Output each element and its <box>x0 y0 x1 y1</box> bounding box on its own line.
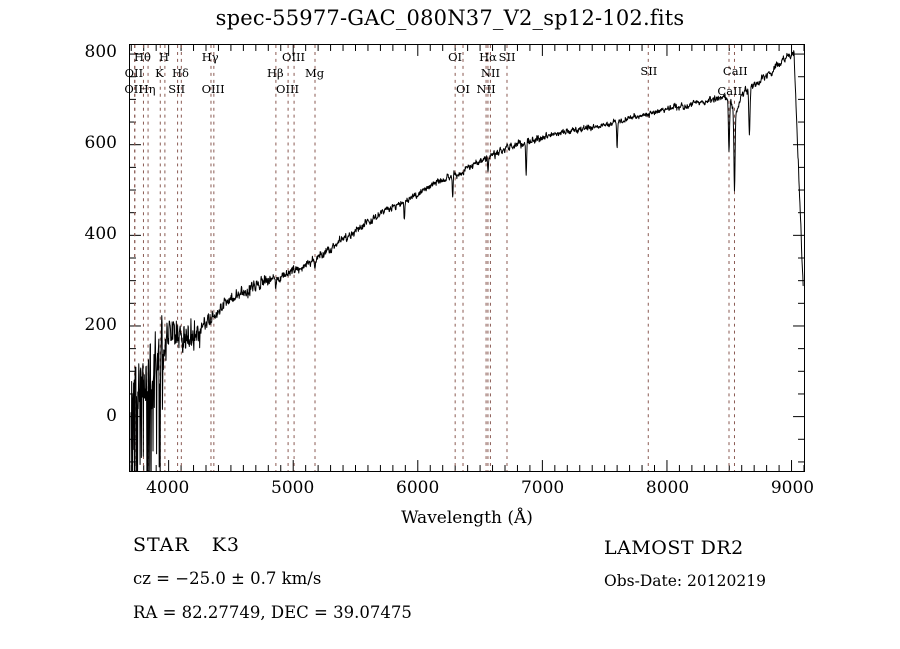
coordinates: RA = 82.27749, DEC = 39.07475 <box>133 603 412 622</box>
y-tick-label: 200 <box>84 315 117 336</box>
line-id-label: NII <box>476 82 496 96</box>
y-tick-label: 600 <box>84 133 117 154</box>
line-id-label: OI <box>448 50 463 64</box>
line-id-label: OIII <box>282 50 306 64</box>
line-id-label: SII <box>168 82 186 96</box>
spectral-class: K3 <box>211 534 240 556</box>
y-tick-label: 0 <box>106 406 117 427</box>
line-id-label: Hδ <box>171 66 189 80</box>
y-tick-label: 800 <box>84 42 117 63</box>
plot-area <box>129 44 805 472</box>
page-title: spec-55977-GAC_080N37_V2_sp12-102.fits <box>215 6 685 30</box>
line-id-label: SII <box>498 50 516 64</box>
x-axis-label: Wavelength (Å) <box>401 508 533 528</box>
line-id-label: OIII <box>276 82 300 96</box>
line-id-label: Hα <box>479 50 497 64</box>
x-tick-label: 5000 <box>271 478 315 498</box>
spectrum-plot-svg <box>130 45 804 471</box>
line-id-label: Hγ <box>201 50 219 64</box>
x-tick-label: 9000 <box>770 478 815 498</box>
survey-name: LAMOST DR2 <box>604 537 744 559</box>
line-id-label: CaII <box>722 64 748 78</box>
x-tick-label: 8000 <box>645 478 690 498</box>
object-class-line: STAR K3 <box>133 534 240 556</box>
line-id-label: Hη <box>138 82 156 96</box>
line-id-label: SII <box>640 64 658 78</box>
line-id-label: CaII <box>717 84 743 98</box>
line-id-label: OIII <box>201 82 225 96</box>
line-id-label: Hθ <box>134 50 151 64</box>
line-id-label: K <box>155 66 164 80</box>
x-tick-label: 7000 <box>520 478 565 498</box>
object-type: STAR <box>133 534 190 556</box>
line-id-label: Mg <box>304 66 325 80</box>
redshift-velocity: cz = −25.0 ± 0.7 km/s <box>133 569 322 588</box>
line-id-label: OII <box>124 82 143 96</box>
line-id-label: Hβ <box>266 66 284 80</box>
line-id-label: OII <box>124 66 144 80</box>
y-tick-label: 400 <box>84 224 117 245</box>
line-id-label: OI <box>456 82 470 96</box>
x-tick-label: 4000 <box>146 478 190 498</box>
line-id-label: NII <box>480 66 501 80</box>
line-id-label: H <box>158 50 169 64</box>
observation-date: Obs-Date: 20120219 <box>604 572 766 590</box>
x-tick-label: 6000 <box>396 478 440 498</box>
